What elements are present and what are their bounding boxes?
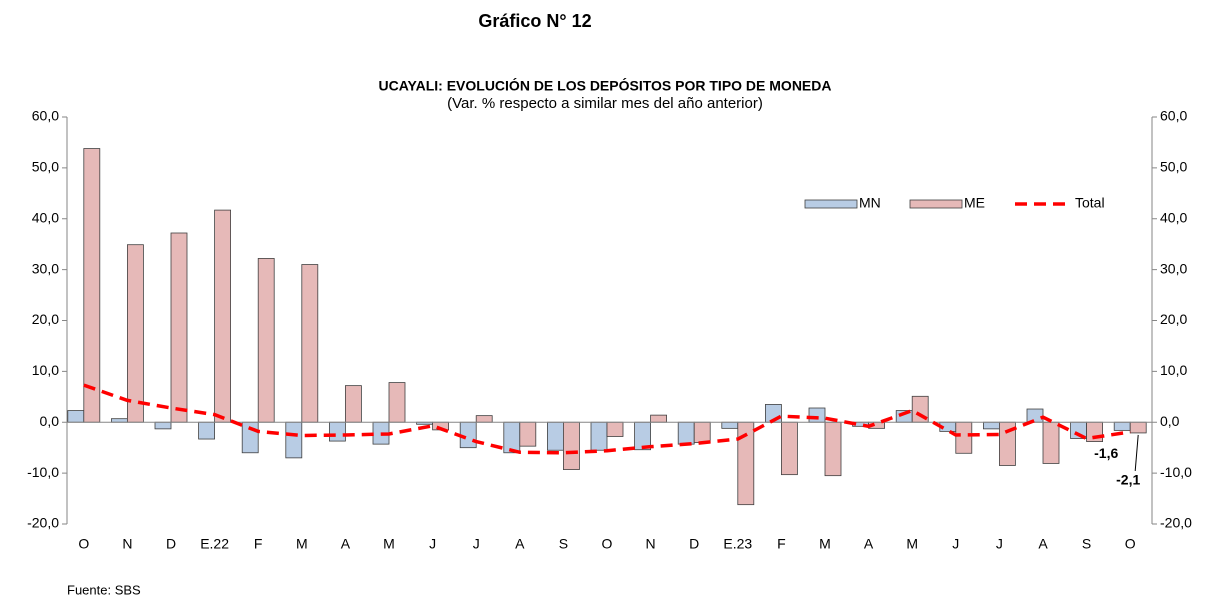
y-tick-label: 20,0 — [32, 311, 59, 327]
y2-tick-label: 0,0 — [1160, 413, 1180, 429]
x-tick-label: J — [996, 536, 1003, 552]
x-tick-label: N — [646, 536, 656, 552]
x-tick-label: E.22 — [200, 536, 229, 552]
chart-title: UCAYALI: EVOLUCIÓN DE LOS DEPÓSITOS POR … — [379, 77, 832, 94]
y-tick-label: 30,0 — [32, 260, 59, 276]
x-tick-label: O — [602, 536, 613, 552]
x-tick-label: A — [1038, 536, 1048, 552]
x-tick-label: D — [689, 536, 699, 552]
bar — [388, 382, 406, 423]
bar — [127, 244, 144, 423]
bar — [590, 421, 608, 451]
x-tick-label: A — [864, 536, 874, 552]
x-tick-label: O — [78, 536, 89, 552]
x-tick-label: E.23 — [723, 536, 752, 552]
data-label: -1,6 — [1094, 445, 1118, 461]
y-tick-label: 40,0 — [32, 209, 59, 225]
x-tick-label: N — [122, 536, 132, 552]
bar — [344, 385, 362, 423]
bar — [1042, 421, 1060, 464]
y-tick-label: -10,0 — [27, 464, 59, 480]
y2-tick-label: 20,0 — [1160, 311, 1187, 327]
bar — [693, 421, 711, 444]
y2-tick-label: 40,0 — [1160, 209, 1187, 225]
bar — [170, 232, 188, 423]
x-tick-label: M — [383, 536, 395, 552]
x-tick-label: M — [296, 536, 308, 552]
bar — [781, 421, 798, 476]
data-label: -2,1 — [1116, 472, 1140, 488]
bar — [198, 421, 216, 440]
bar — [808, 407, 826, 423]
bar — [111, 418, 128, 423]
y2-tick-label: 10,0 — [1160, 362, 1187, 378]
bar — [301, 264, 319, 423]
y2-tick-label: -10,0 — [1160, 464, 1192, 480]
y2-tick-label: -20,0 — [1160, 515, 1192, 531]
bar — [824, 421, 842, 477]
y-tick-label: 60,0 — [32, 108, 59, 124]
bar — [721, 421, 739, 429]
legend-swatch — [909, 199, 963, 209]
bar — [983, 421, 1000, 430]
bar — [154, 421, 172, 430]
y2-tick-label: 60,0 — [1160, 108, 1187, 124]
x-tick-label: M — [906, 536, 918, 552]
y2-tick-label: 30,0 — [1160, 260, 1187, 276]
bar — [285, 421, 303, 459]
x-tick-label: A — [515, 536, 525, 552]
x-tick-label: J — [952, 536, 959, 552]
x-tick-label: F — [254, 536, 263, 552]
bar — [519, 421, 537, 447]
y-tick-label: -20,0 — [27, 515, 59, 531]
bar — [1113, 421, 1131, 431]
bar — [547, 421, 564, 451]
legend-label: Total — [1075, 195, 1105, 211]
heading: Gráfico N° 12 — [478, 11, 591, 31]
x-tick-label: D — [166, 536, 176, 552]
x-tick-label: J — [429, 536, 436, 552]
y-tick-label: 0,0 — [40, 413, 60, 429]
bar — [955, 421, 973, 454]
chart-subtitle: (Var. % respecto a similar mes del año a… — [447, 95, 763, 112]
y-tick-label: 50,0 — [32, 159, 59, 175]
bar — [606, 421, 624, 437]
bar — [257, 258, 275, 423]
x-tick-label: S — [1082, 536, 1091, 552]
leader-line — [1134, 434, 1139, 471]
bar — [328, 421, 346, 442]
bar — [475, 415, 493, 423]
x-tick-label: F — [777, 536, 786, 552]
bar — [83, 148, 101, 423]
x-tick-label: J — [473, 536, 480, 552]
bar — [214, 209, 232, 423]
bar — [503, 421, 521, 454]
legend-label: MN — [859, 195, 881, 211]
x-tick-label: M — [819, 536, 831, 552]
bar — [67, 410, 85, 423]
bar — [563, 421, 580, 470]
bar — [677, 421, 695, 445]
x-tick-label: A — [341, 536, 351, 552]
x-tick-label: O — [1125, 536, 1136, 552]
y2-tick-label: 50,0 — [1160, 159, 1187, 175]
source: Fuente: SBS — [67, 582, 141, 597]
legend-swatch — [804, 199, 858, 209]
x-tick-label: S — [559, 536, 568, 552]
bar — [650, 414, 667, 423]
bar — [1026, 408, 1044, 423]
legend-label: ME — [964, 195, 985, 211]
y-tick-label: 10,0 — [32, 362, 59, 378]
line — [83, 383, 1131, 455]
bar — [1129, 421, 1147, 434]
